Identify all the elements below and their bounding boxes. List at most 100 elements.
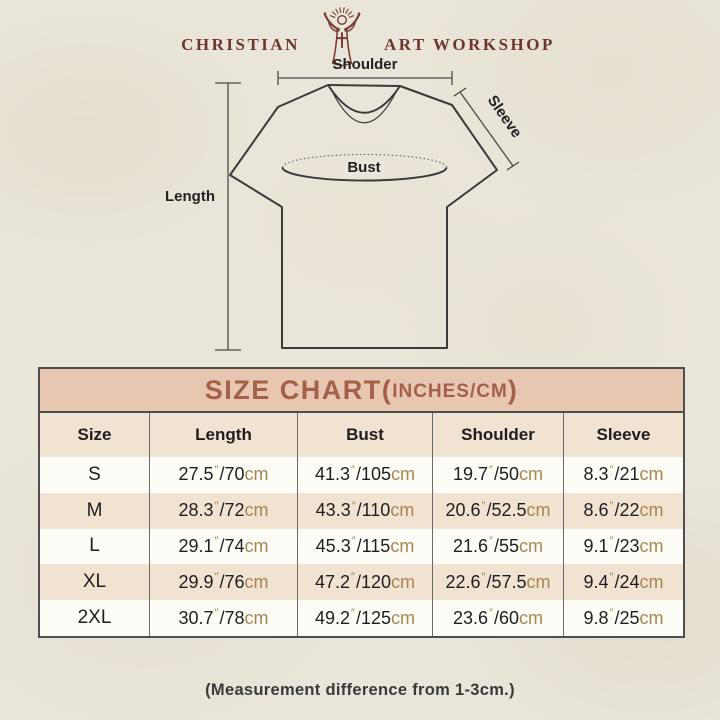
shoulder-measure-line (277, 71, 453, 85)
size-cell: M (40, 492, 150, 529)
measurement-cell: 27.5 ″/70 cm (150, 457, 298, 493)
unit-label: ″ (351, 499, 356, 512)
tshirt-outline (229, 84, 498, 349)
value-text: 41.3 (315, 464, 351, 485)
size-cell: L (40, 528, 150, 565)
value-text: /110 (356, 500, 391, 521)
unit-label: cm (639, 607, 664, 628)
measurement-cell: 45.3 ″/115 cm (298, 528, 433, 565)
value-text: 43.3 (315, 500, 351, 521)
unit-label: ″ (214, 499, 219, 512)
unit-label: ″ (609, 463, 614, 476)
value-text: /70 (219, 464, 245, 485)
unit-label: ″ (351, 607, 355, 620)
size-chart-title-main: SIZE CHART( (204, 374, 393, 405)
measurement-cell: 30.7 ″/78 cm (150, 600, 298, 636)
value-text: /25 (614, 607, 640, 628)
unit-label: cm (244, 464, 269, 485)
unit-label: cm (526, 571, 551, 592)
value-text: 8.6 (583, 500, 609, 521)
value-text: /76 (219, 571, 245, 592)
unit-label: cm (391, 571, 415, 592)
unit-label: cm (244, 571, 269, 592)
measurement-cell: 29.9 ″/76 cm (150, 564, 298, 601)
unit-label: cm (390, 500, 415, 521)
measurement-cell: 8.6 ″/22 cm (564, 492, 683, 529)
measurement-cell: 22.6 ″/57.5 cm (433, 564, 564, 601)
measurement-cell: 49.2 ″/125 cm (298, 600, 433, 636)
value-text: /125 (355, 607, 391, 628)
column-header-length: Length (150, 413, 298, 457)
value-text: 21.6 (453, 535, 489, 556)
measurement-cell: 21.6 ″/55 cm (433, 528, 564, 565)
brand-logo: CHRISTIAN (8, 6, 720, 68)
unit-label: ″ (351, 535, 356, 548)
value-text: 22.6 (445, 571, 481, 592)
unit-label: cm (639, 500, 664, 521)
unit-label: cm (639, 571, 664, 592)
measurement-cell: 23.6 ″/60 cm (433, 600, 564, 636)
bust-ellipse (281, 154, 448, 182)
unit-label: ″ (214, 571, 219, 584)
unit-label: ″ (214, 607, 219, 620)
unit-label: ″ (214, 463, 219, 476)
value-text: 19.7 (453, 464, 489, 485)
value-text: 9.8 (583, 607, 609, 628)
value-text: 9.1 (583, 535, 609, 556)
column-header-shoulder: Shoulder (433, 413, 564, 457)
unit-label: ″ (609, 535, 614, 548)
unit-label: ″ (351, 463, 355, 476)
measurement-cell: 9.1 ″/23 cm (564, 528, 683, 565)
measurement-cell: 8.3 ″/21 cm (564, 457, 683, 493)
size-chart-grid: Size Length Bust Shoulder Sleeve S 27.5 ″/70 cm 4… (40, 413, 683, 636)
size-cell: S (40, 457, 150, 493)
measurement-cell: 9.8 ″/25 cm (564, 600, 683, 636)
value-text: /72 (219, 500, 245, 521)
value-text: 29.1 (178, 535, 214, 556)
column-header-size: Size (40, 413, 150, 457)
size-cell: XL (40, 564, 150, 601)
tshirt-measurement-diagram: Shoulder Length Sleeve Bust (165, 56, 525, 351)
unit-label: cm (391, 607, 415, 628)
value-text: /120 (355, 571, 391, 592)
unit-label: cm (518, 535, 543, 556)
measurement-note: (Measurement difference from 1-3cm.) (205, 681, 515, 699)
column-header-bust: Bust (298, 413, 433, 457)
unit-label: cm (518, 607, 543, 628)
column-header-sleeve: Sleeve (564, 413, 683, 457)
value-text: /22 (614, 500, 640, 521)
value-text: /105 (355, 464, 391, 485)
value-text: 45.3 (315, 535, 351, 556)
unit-label: ″ (351, 571, 355, 584)
unit-label: ″ (214, 535, 219, 548)
value-text: /23 (614, 535, 640, 556)
unit-label: ″ (609, 607, 614, 620)
value-text: /50 (493, 464, 519, 485)
measurement-cell: 20.6 ″/52.5 cm (433, 492, 564, 529)
length-measure-line (215, 82, 241, 351)
unit-label: ″ (609, 499, 614, 512)
measurement-cell: 47.2 ″/120 cm (298, 564, 433, 601)
size-chart-title: SIZE CHART(INCHES/CM) (40, 369, 683, 413)
value-text: /21 (614, 464, 640, 485)
value-text: /78 (219, 607, 245, 628)
unit-label: cm (244, 607, 269, 628)
value-text: /115 (356, 535, 391, 556)
jesus-figure-icon (323, 7, 361, 66)
measurement-cell: 9.4 ″/24 cm (564, 564, 683, 601)
value-text: 49.2 (315, 607, 351, 628)
value-text: /24 (614, 571, 640, 592)
unit-label: ″ (489, 607, 493, 620)
value-text: /52.5 (486, 500, 527, 521)
value-text: 29.9 (178, 571, 214, 592)
size-cell: 2XL (40, 600, 150, 636)
unit-label: cm (391, 464, 415, 485)
unit-label: cm (244, 535, 269, 556)
value-text: 9.4 (583, 571, 609, 592)
measurement-cell: 28.3 ″/72 cm (150, 492, 298, 529)
unit-label: cm (639, 464, 664, 485)
bust-label: Bust (347, 159, 380, 176)
value-text: 28.3 (178, 500, 214, 521)
unit-label: cm (244, 500, 269, 521)
unit-label: ″ (489, 463, 493, 476)
